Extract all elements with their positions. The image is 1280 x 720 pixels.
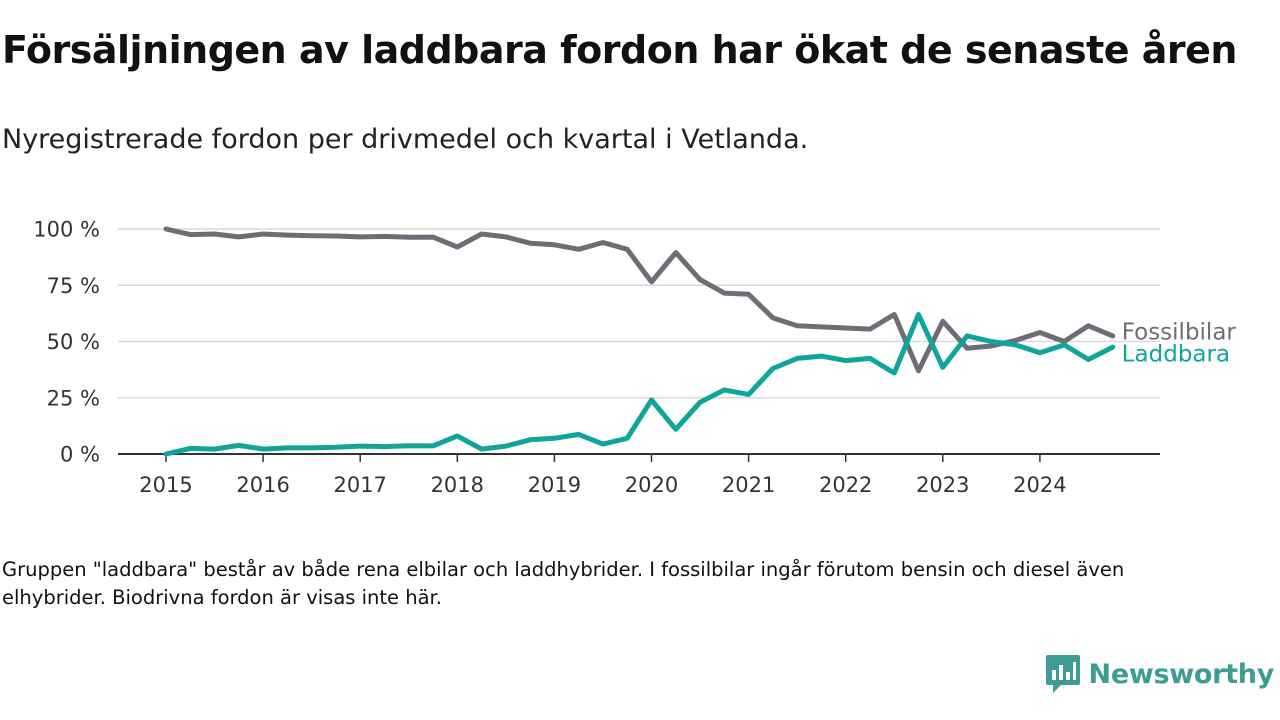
- x-tick-label: 2023: [916, 473, 969, 497]
- footnote: Gruppen "laddbara" består av både rena e…: [2, 558, 1125, 609]
- x-tick-label: 2022: [819, 473, 872, 497]
- x-tick-label: 2018: [431, 473, 484, 497]
- y-axis: 0 % 25 % 50 % 75 % 100 %: [33, 218, 100, 467]
- x-tick-label: 2015: [139, 473, 192, 497]
- page-subtitle: Nyregistrerade fordon per drivmedel och …: [2, 124, 809, 155]
- line-chart: 0 %25 %50 %75 %100 % 2015 2016 2017 2018 201…: [33, 218, 1237, 498]
- x-tick-label: 2020: [625, 473, 678, 497]
- x-tick-label: 2019: [528, 473, 581, 497]
- series-label-fossilbilar: Fossilbilar: [1122, 319, 1237, 345]
- x-tick-label: 2021: [722, 473, 775, 497]
- series-line-fossilbilar: [163, 226, 1116, 374]
- y-tick-label: 75 %: [47, 274, 100, 298]
- x-tick-label: 2024: [1013, 473, 1066, 497]
- y-tick-label: 100 %: [33, 218, 100, 242]
- grid-lines: [118, 228, 1160, 399]
- series-line-laddbara: [163, 312, 1116, 457]
- y-tick-label: 0 %: [60, 443, 100, 467]
- series-lines: [163, 226, 1116, 457]
- brand-logo[interactable]: Newsworthy: [1045, 654, 1274, 694]
- y-tick-label: 25 %: [47, 386, 100, 410]
- newsworthy-icon: [1045, 655, 1080, 693]
- x-tick-label: 2017: [333, 473, 386, 497]
- brand-name: Newsworthy: [1088, 658, 1275, 690]
- series-label-laddbara: Laddbara: [1122, 342, 1230, 368]
- x-tick-label: 2016: [236, 473, 289, 497]
- page-title: Försäljningen av laddbara fordon har öka…: [2, 28, 1237, 72]
- y-tick-label: 50 %: [47, 330, 100, 354]
- x-axis: 2015 2016 2017 2018 2019 2020 2021 2022 2023 2024: [118, 453, 1160, 497]
